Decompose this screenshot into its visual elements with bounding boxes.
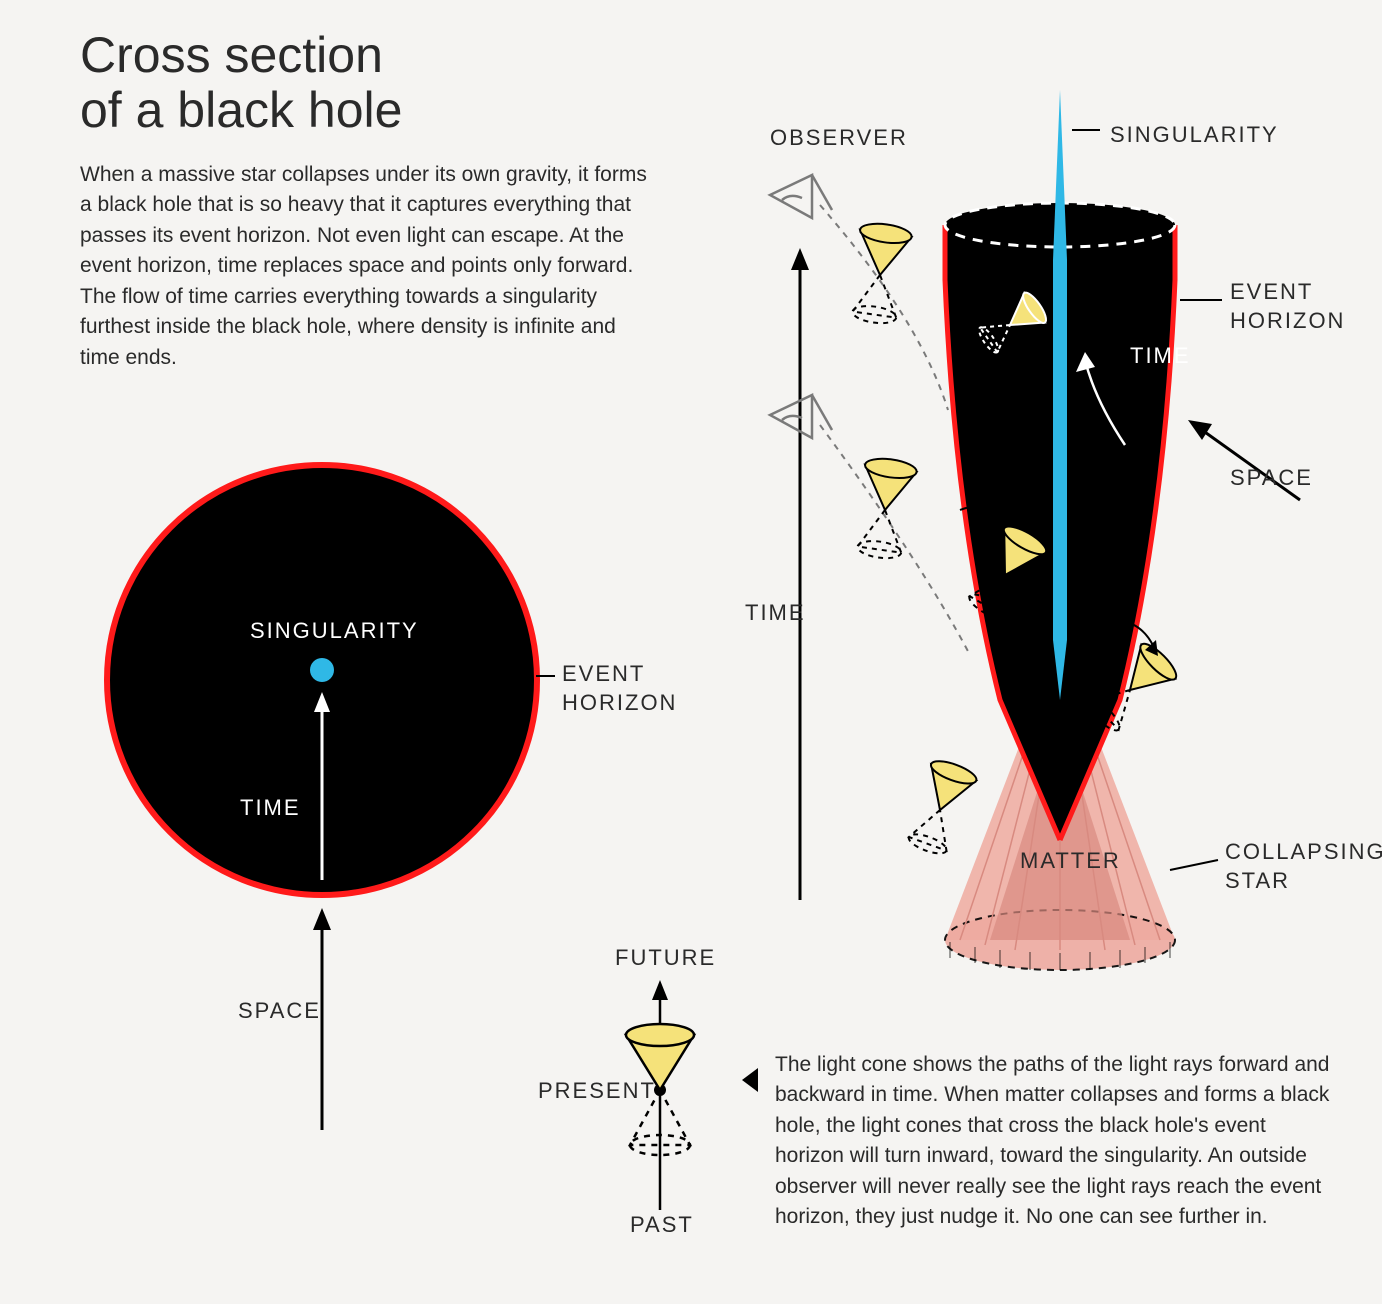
singularity-spike [1053, 90, 1067, 700]
label-future: FUTURE [615, 945, 716, 971]
collapsing-star-leader [1170, 860, 1218, 870]
spacetime-diagram [770, 90, 1300, 970]
label-event-horizon-right: EVENT HORIZON [1230, 278, 1345, 335]
label-past: PAST [630, 1212, 694, 1238]
observer-eye-lower [770, 395, 832, 438]
label-collapsing-star: COLLAPSING STAR [1225, 838, 1382, 895]
lightcone-caption: The light cone shows the paths of the li… [775, 1050, 1335, 1233]
lightcone-2 [853, 456, 918, 561]
label-observer: OBSERVER [770, 125, 908, 151]
label-time-circle: TIME [240, 795, 301, 821]
label-time-inside: TIME [1130, 343, 1191, 369]
label-space-circle: SPACE [238, 998, 321, 1024]
space-arrowhead [313, 908, 331, 930]
lightcone-5 [903, 757, 979, 859]
label-time-axis: TIME [745, 600, 806, 626]
observer-eye-upper [770, 175, 832, 218]
circle-diagram [107, 465, 555, 1130]
label-matter: MATTER [1020, 848, 1121, 874]
label-present: PRESENT [538, 1078, 656, 1104]
lightcone-1 [848, 221, 913, 326]
observer-time-axis [791, 248, 809, 900]
label-event-horizon-circle: EVENT HORIZON [562, 660, 677, 717]
label-singularity-circle: SINGULARITY [250, 618, 419, 644]
caption-pointer-icon [742, 1068, 758, 1092]
label-singularity-right: SINGULARITY [1110, 122, 1279, 148]
singularity-dot [310, 658, 334, 682]
label-space-right: SPACE [1230, 465, 1313, 491]
